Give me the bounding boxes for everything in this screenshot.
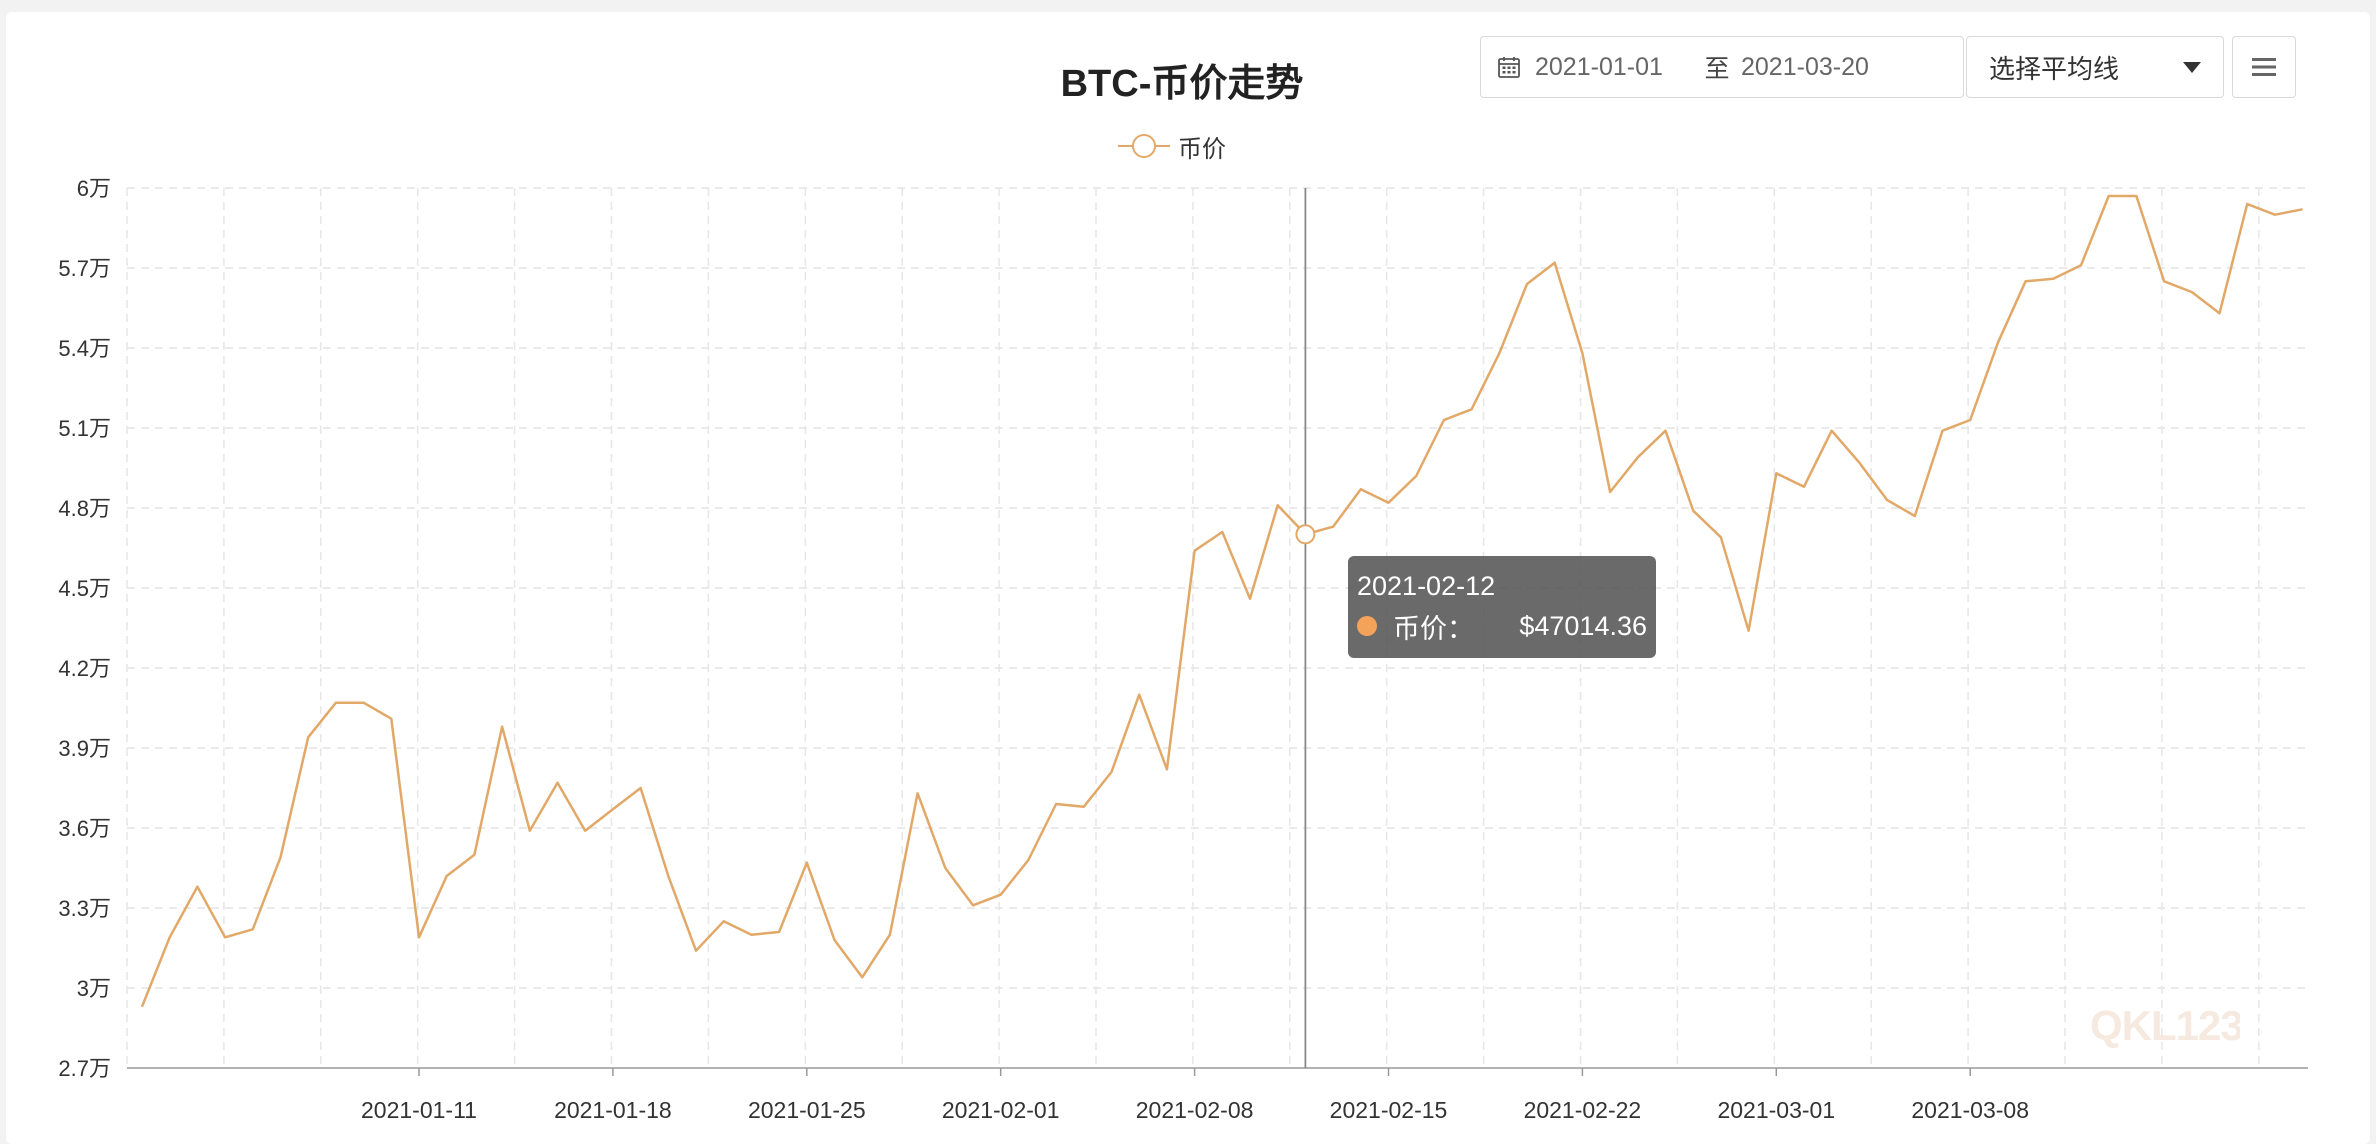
tooltip-value: $47014.36 <box>1519 610 1647 641</box>
x-tick-label: 2021-03-01 <box>1717 1097 1835 1123</box>
price-line <box>140 194 2303 1008</box>
date-range-picker[interactable]: 2021-01-01 至 2021-03-20 <box>1480 36 1964 98</box>
legend-series-label: 币价 <box>1178 135 1226 163</box>
y-tick-label: 5.7万 <box>58 256 111 281</box>
y-tick-label: 4.8万 <box>58 496 111 521</box>
start-date-input[interactable]: 2021-01-01 <box>1535 52 1663 81</box>
tooltip-date: 2021-02-12 <box>1357 571 1496 601</box>
y-tick-label: 3.3万 <box>58 896 111 921</box>
y-tick-label: 3万 <box>77 976 111 1001</box>
end-date-input[interactable]: 2021-03-20 <box>1741 52 1869 81</box>
hover-point-marker <box>1295 524 1316 545</box>
y-tick-label: 5.1万 <box>58 416 111 441</box>
x-tick-label: 2021-02-01 <box>942 1097 1060 1123</box>
moving-average-select[interactable]: 选择平均线 <box>1966 36 2224 98</box>
chart-legend[interactable]: 币价 <box>1118 128 1226 164</box>
price-series <box>140 194 2303 1008</box>
chart-grid <box>126 187 2308 1068</box>
y-tick-label: 4.5万 <box>58 576 111 601</box>
calendar-icon <box>1498 57 1520 78</box>
x-axis: 2021-01-11 2021-01-18 2021-01-25 2021-02-01… <box>127 1067 2308 1123</box>
x-tick-label: 2021-01-18 <box>554 1097 672 1123</box>
x-tick-label: 2021-02-15 <box>1330 1097 1448 1123</box>
chart-tooltip: 2021-02-12 币价： $47014.36 <box>1348 556 1656 658</box>
x-tick-label: 2021-01-11 <box>361 1097 477 1123</box>
tooltip-series-name: 币价： <box>1393 613 1474 644</box>
y-axis: 2.7万 3万 3.3万 3.6万 3.9万 4.2万 4.5万 4.8万 5.1万 5.4万 5.… <box>58 176 111 1081</box>
y-tick-label: 2.7万 <box>58 1056 111 1081</box>
y-tick-label: 6万 <box>77 176 111 201</box>
x-tick-label: 2021-03-08 <box>1911 1097 2029 1123</box>
tooltip-series-dot <box>1357 616 1377 636</box>
y-tick-label: 4.2万 <box>58 656 111 681</box>
chart-card <box>6 12 2370 1144</box>
moving-average-select-label: 选择平均线 <box>1989 53 2120 84</box>
y-tick-label: 5.4万 <box>58 336 111 361</box>
x-tick-label: 2021-02-08 <box>1136 1097 1254 1123</box>
date-range-separator: 至 <box>1704 55 1730 83</box>
hamburger-menu-icon <box>2252 58 2276 76</box>
caret-down-icon <box>2183 61 2201 73</box>
y-tick-label: 3.6万 <box>58 816 111 841</box>
chart-menu-button[interactable] <box>2232 36 2296 98</box>
x-tick-label: 2021-01-25 <box>748 1097 866 1123</box>
legend-series-symbol <box>1118 133 1170 159</box>
crosshair <box>1295 188 1316 1068</box>
x-tick-label: 2021-02-22 <box>1524 1097 1642 1123</box>
y-tick-label: 3.9万 <box>58 736 111 761</box>
